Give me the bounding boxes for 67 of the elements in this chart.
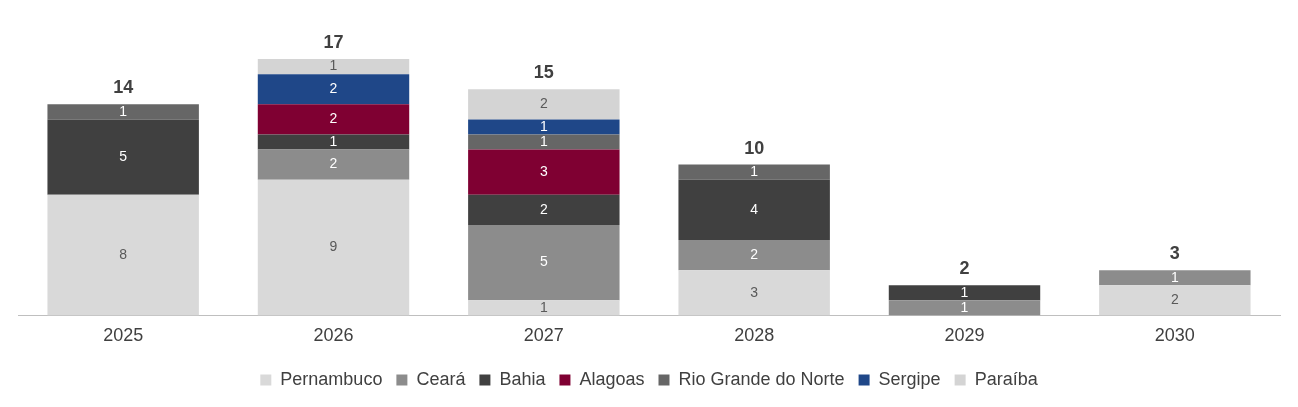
data-label: 3 xyxy=(750,283,759,300)
bar xyxy=(468,119,620,135)
data-label: 8 xyxy=(119,245,128,262)
data-label: 4 xyxy=(750,200,759,217)
bar xyxy=(678,179,830,241)
x-tick-label: 2029 xyxy=(944,325,985,346)
data-label: 1 xyxy=(960,283,969,300)
bar xyxy=(888,285,1041,301)
data-label: 1 xyxy=(539,132,548,149)
data-label: 2 xyxy=(750,245,759,262)
data-label: 1 xyxy=(539,117,548,134)
data-label: 2 xyxy=(329,155,338,172)
bar xyxy=(678,270,830,316)
legend-label: Sergipe xyxy=(878,368,941,389)
bar xyxy=(257,149,410,180)
data-label: 2 xyxy=(539,200,548,217)
bar xyxy=(678,164,830,180)
bar xyxy=(888,300,1041,316)
total-label: 3 xyxy=(1169,243,1180,264)
bar xyxy=(468,89,620,120)
bar xyxy=(678,240,830,271)
bar xyxy=(468,194,620,225)
data-label: 5 xyxy=(539,253,548,270)
data-label: 1 xyxy=(960,298,969,315)
data-label: 3 xyxy=(539,163,548,180)
bar xyxy=(47,119,199,195)
bar xyxy=(257,179,410,316)
total-label: 14 xyxy=(113,77,134,98)
data-label: 9 xyxy=(329,238,338,255)
legend-label: Paraíba xyxy=(974,368,1039,389)
data-label: 1 xyxy=(119,102,128,119)
legend-label: Bahia xyxy=(499,368,547,389)
bar xyxy=(257,104,410,135)
bar xyxy=(257,59,410,75)
total-label: 17 xyxy=(323,32,344,53)
data-label: 2 xyxy=(329,110,338,127)
bar xyxy=(47,194,199,316)
x-tick-label: 2025 xyxy=(103,325,144,346)
bar xyxy=(257,134,410,150)
legend-label: Pernambuco xyxy=(280,368,383,389)
total-label: 2 xyxy=(959,258,970,279)
data-label: 1 xyxy=(329,57,338,74)
bar xyxy=(1099,285,1251,316)
x-tick-label: 2028 xyxy=(734,325,775,346)
data-label: 2 xyxy=(329,80,338,97)
bar xyxy=(468,149,620,195)
bar xyxy=(468,224,620,301)
data-label: 2 xyxy=(1170,291,1179,308)
total-label: 10 xyxy=(744,137,765,158)
x-tick-label: 2026 xyxy=(313,325,354,346)
data-label: 5 xyxy=(119,147,128,164)
data-label: 2 xyxy=(539,95,548,112)
total-label: 15 xyxy=(533,62,554,83)
bar xyxy=(1099,270,1251,286)
data-label: 1 xyxy=(539,298,548,315)
data-label: 1 xyxy=(329,132,338,149)
x-tick-label: 2030 xyxy=(1154,325,1195,346)
data-label: 1 xyxy=(750,163,759,180)
legend-label: Alagoas xyxy=(579,368,645,389)
legend-label: Rio Grande do Norte xyxy=(678,368,845,389)
bar xyxy=(47,104,199,120)
x-tick-label: 2027 xyxy=(523,325,564,346)
bar xyxy=(468,134,620,150)
legend-label: Ceará xyxy=(416,368,467,389)
data-label: 1 xyxy=(1170,268,1179,285)
bar xyxy=(468,300,620,316)
bar xyxy=(257,74,410,105)
